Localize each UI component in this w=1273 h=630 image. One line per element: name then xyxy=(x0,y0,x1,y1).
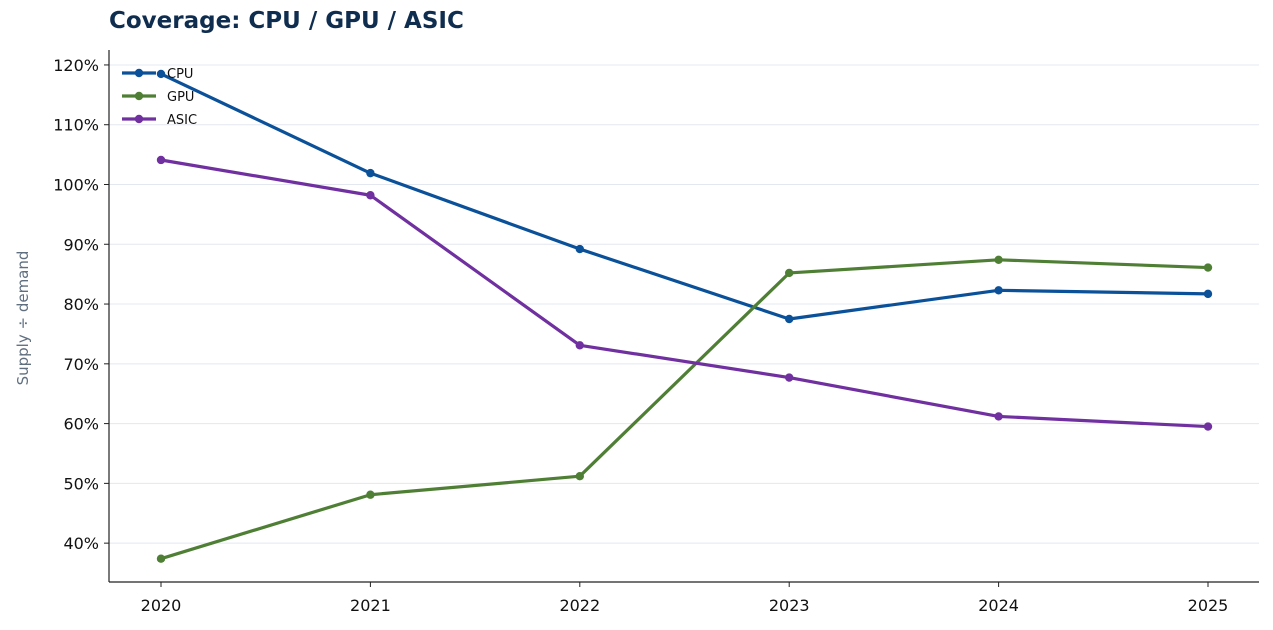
x-tick-label: 2021 xyxy=(350,596,391,615)
y-tick-label: 80% xyxy=(63,295,99,314)
legend-item-asic: ASIC xyxy=(122,113,197,128)
legend-item-cpu: CPU xyxy=(122,67,193,82)
legend-item-gpu: GPU xyxy=(122,90,194,105)
x-tick-label: 2024 xyxy=(978,596,1019,615)
series-line-gpu xyxy=(159,258,1210,561)
series-line-cpu xyxy=(159,72,1210,321)
data-point-gpu xyxy=(994,255,1003,265)
legend: CPU GPU ASIC xyxy=(122,67,197,128)
data-point-gpu xyxy=(156,554,166,563)
data-point-cpu xyxy=(994,286,1003,295)
data-point-asic xyxy=(366,191,375,200)
x-tick-label: 2022 xyxy=(559,596,600,615)
data-point-cpu xyxy=(575,244,584,254)
data-point-gpu xyxy=(785,268,794,278)
legend-label: CPU xyxy=(167,67,193,82)
y-tick-label: 100% xyxy=(53,175,99,194)
legend-label: ASIC xyxy=(167,113,197,128)
y-tick-label: 50% xyxy=(63,474,99,493)
data-point-cpu xyxy=(156,69,166,79)
series-line-asic xyxy=(159,158,1210,429)
chart-title: Coverage: CPU / GPU / ASIC xyxy=(109,8,464,34)
y-tick-label: 60% xyxy=(63,415,99,434)
data-point-gpu xyxy=(575,471,584,481)
series xyxy=(156,69,1213,563)
data-point-asic xyxy=(575,341,584,350)
series-asic xyxy=(156,155,1213,431)
data-point-cpu xyxy=(1203,289,1213,299)
y-tick-label: 90% xyxy=(63,235,99,254)
data-point-asic xyxy=(785,373,794,382)
gridlines xyxy=(109,64,1259,544)
data-point-asic xyxy=(156,155,166,165)
data-point-cpu xyxy=(366,168,375,178)
x-tick-label: 2020 xyxy=(141,596,182,615)
x-tick-label: 2025 xyxy=(1188,596,1229,615)
data-point-asic xyxy=(994,412,1003,421)
data-point-cpu xyxy=(785,314,794,324)
y-tick-labels: 40% 50% 60% 70% 80% 90% 100% 110% 120% xyxy=(53,56,99,553)
y-tick-label: 120% xyxy=(53,56,99,75)
y-tick-label: 40% xyxy=(63,534,99,553)
data-point-asic xyxy=(1203,422,1213,431)
x-tick-label: 2023 xyxy=(769,596,810,615)
legend-marker xyxy=(134,91,144,101)
y-tick-label: 70% xyxy=(63,355,99,374)
axes xyxy=(104,50,1259,587)
legend-label: GPU xyxy=(167,90,194,105)
x-tick-labels: 2020 2021 2022 2023 2024 2025 xyxy=(141,596,1229,615)
data-point-gpu xyxy=(366,490,375,499)
series-cpu xyxy=(156,69,1213,324)
series-gpu xyxy=(156,255,1213,563)
y-tick-label: 110% xyxy=(53,116,99,135)
y-axis-label: Supply ÷ demand xyxy=(14,251,32,386)
data-point-gpu xyxy=(1203,263,1213,272)
legend-marker xyxy=(134,114,144,124)
legend-marker xyxy=(134,68,144,78)
